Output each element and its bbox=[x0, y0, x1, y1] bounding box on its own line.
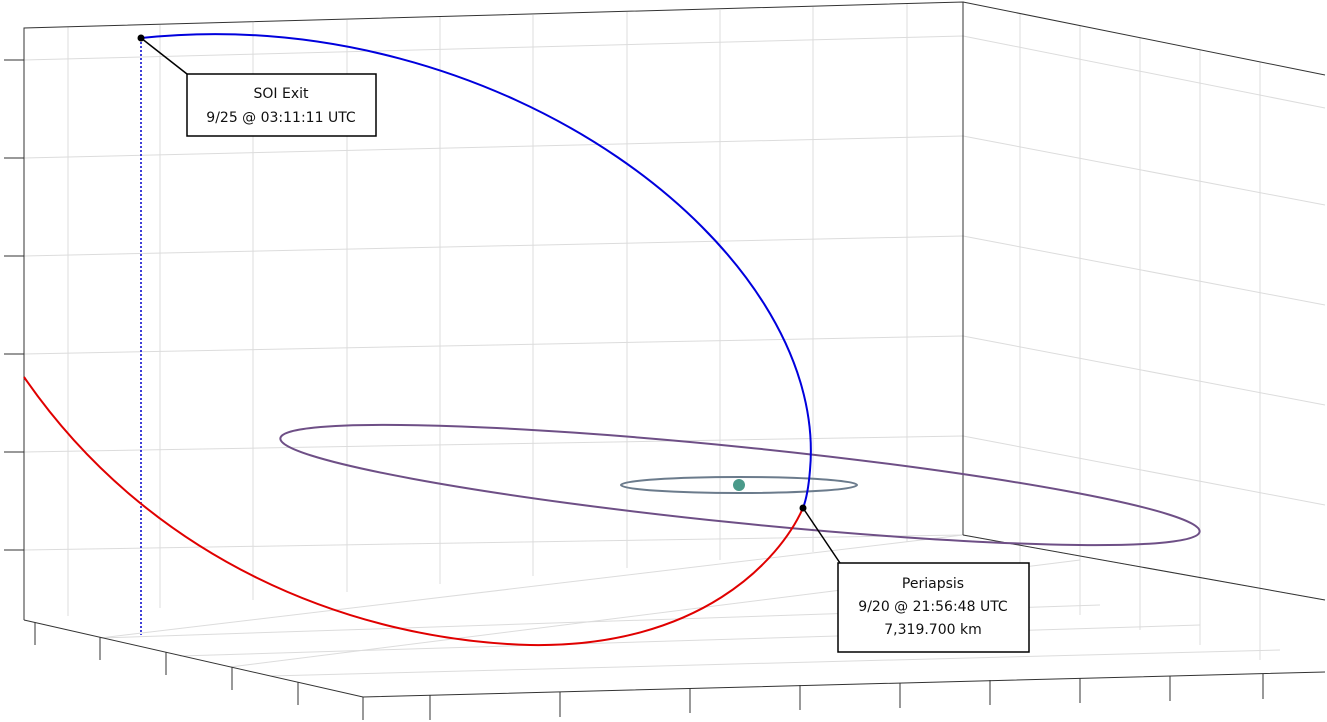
periapsis-callout: Periapsis 9/20 @ 21:56:48 UTC 7,319.700 … bbox=[837, 562, 1030, 653]
leader-line bbox=[802, 507, 841, 564]
soi-exit-callout: SOI Exit 9/25 @ 03:11:11 UTC bbox=[186, 73, 377, 137]
parking-orbit bbox=[620, 476, 858, 494]
inbound-trajectory bbox=[23, 376, 804, 647]
callout-text: 9/25 @ 03:11:11 UTC bbox=[206, 110, 356, 126]
callout-title: Periapsis bbox=[902, 576, 964, 592]
axis-ticks bbox=[4, 59, 1264, 720]
central-body bbox=[733, 479, 745, 491]
callout-box bbox=[837, 562, 1030, 653]
callout-text: 7,319.700 km bbox=[884, 622, 981, 638]
moon-orbit bbox=[279, 423, 1201, 547]
leader-line bbox=[140, 37, 188, 75]
callout-text: 9/20 @ 21:56:48 UTC bbox=[858, 599, 1008, 615]
outbound-trajectory bbox=[140, 33, 812, 509]
callout-title: SOI Exit bbox=[254, 86, 310, 102]
callout-box bbox=[186, 73, 377, 137]
